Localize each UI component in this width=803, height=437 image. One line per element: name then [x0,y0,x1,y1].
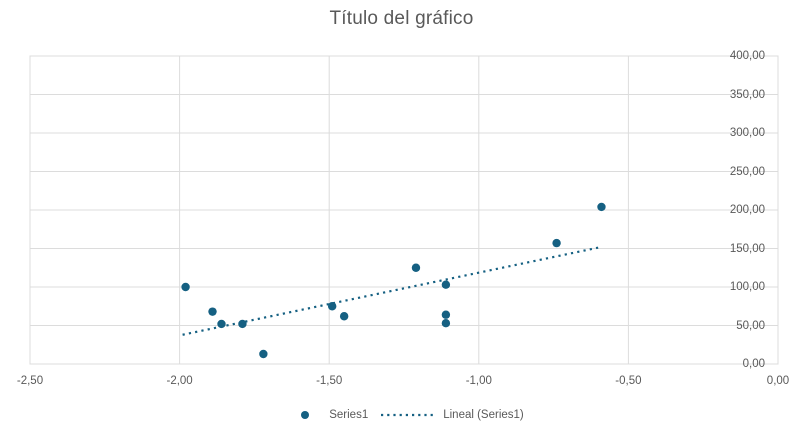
x-axis-tick-label: -1,00 [465,375,492,387]
data-point[interactable] [217,319,226,329]
y-axis-tick-label: 300,00 [729,127,765,139]
data-point[interactable] [441,310,451,319]
y-axis-tick-label: 150,00 [729,242,765,255]
trendline-marker-icon [381,413,434,417]
y-axis-tick-label: 250,00 [729,165,765,178]
data-point[interactable] [259,349,268,359]
y-axis-tick-label: 400,00 [729,50,765,62]
series-marker-icon [301,411,310,419]
x-axis-tick-label: 0,00 [766,375,790,387]
data-point[interactable] [441,280,451,289]
legend-entry-trendline[interactable]: Lineal (Series1) [380,409,524,421]
x-axis-tick-label: -2,50 [16,375,44,387]
x-axis-tick-label: -2,00 [166,375,193,387]
data-point[interactable] [181,282,190,292]
legend-trendline-label: Lineal (Series1) [443,409,524,421]
x-axis-tick-label: -1,50 [316,375,343,387]
legend-series1-label: Series1 [329,409,369,421]
y-axis-tick-label: 100,00 [729,281,765,293]
data-point[interactable] [238,319,247,329]
y-axis-tick-label: 200,00 [729,204,765,216]
chart-title[interactable]: Título del gráfico [329,8,474,29]
legend[interactable]: Series1 Lineal (Series1) [11,409,803,421]
legend-entry-series1[interactable]: Series1 [301,409,368,421]
data-point[interactable] [339,312,349,321]
trendline[interactable] [182,245,602,336]
data-point[interactable] [441,318,451,328]
data-point[interactable] [208,307,217,316]
x-axis-tick-label: -0,50 [615,375,642,387]
plot-border [29,55,779,365]
y-axis-tick-label: 350,00 [729,88,765,101]
data-point[interactable] [597,202,606,212]
data-point[interactable] [327,302,337,311]
y-axis-tick-label: 0,00 [742,358,765,370]
data-point[interactable] [552,238,561,248]
data-point[interactable] [411,263,421,272]
y-axis-tick-label: 50,00 [736,319,765,332]
